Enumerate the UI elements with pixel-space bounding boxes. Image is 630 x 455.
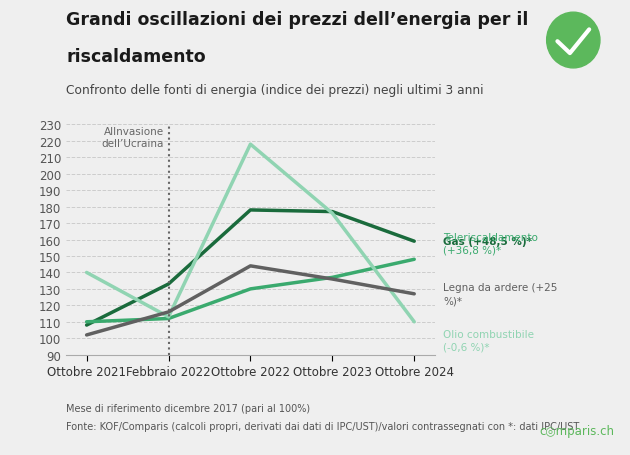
Text: Gas (+48,5 %)*: Gas (+48,5 %)*: [443, 237, 532, 247]
Text: Teleriscaldamento
(+36,8 %)*: Teleriscaldamento (+36,8 %)*: [443, 233, 538, 255]
Text: Fonte: KOF/Comparis (calcoli propri, derivati dai dati di IPC/UST)/valori contra: Fonte: KOF/Comparis (calcoli propri, der…: [66, 421, 580, 431]
Text: Olio combustibile
(-0,6 %)*: Olio combustibile (-0,6 %)*: [443, 329, 534, 352]
Text: Legna da ardere (+25
%)*: Legna da ardere (+25 %)*: [443, 283, 558, 306]
Text: riscaldamento: riscaldamento: [66, 48, 206, 66]
Text: Mese di riferimento dicembre 2017 (pari al 100%): Mese di riferimento dicembre 2017 (pari …: [66, 403, 310, 413]
Text: Confronto delle fonti di energia (indice dei prezzi) negli ultimi 3 anni: Confronto delle fonti di energia (indice…: [66, 84, 484, 97]
Text: c◎mparis.ch: c◎mparis.ch: [539, 424, 614, 437]
Text: Grandi oscillazioni dei prezzi dell’energia per il: Grandi oscillazioni dei prezzi dell’ener…: [66, 11, 529, 29]
Text: AlInvasione
dell’Ucraina: AlInvasione dell’Ucraina: [101, 127, 164, 149]
Circle shape: [547, 13, 600, 69]
